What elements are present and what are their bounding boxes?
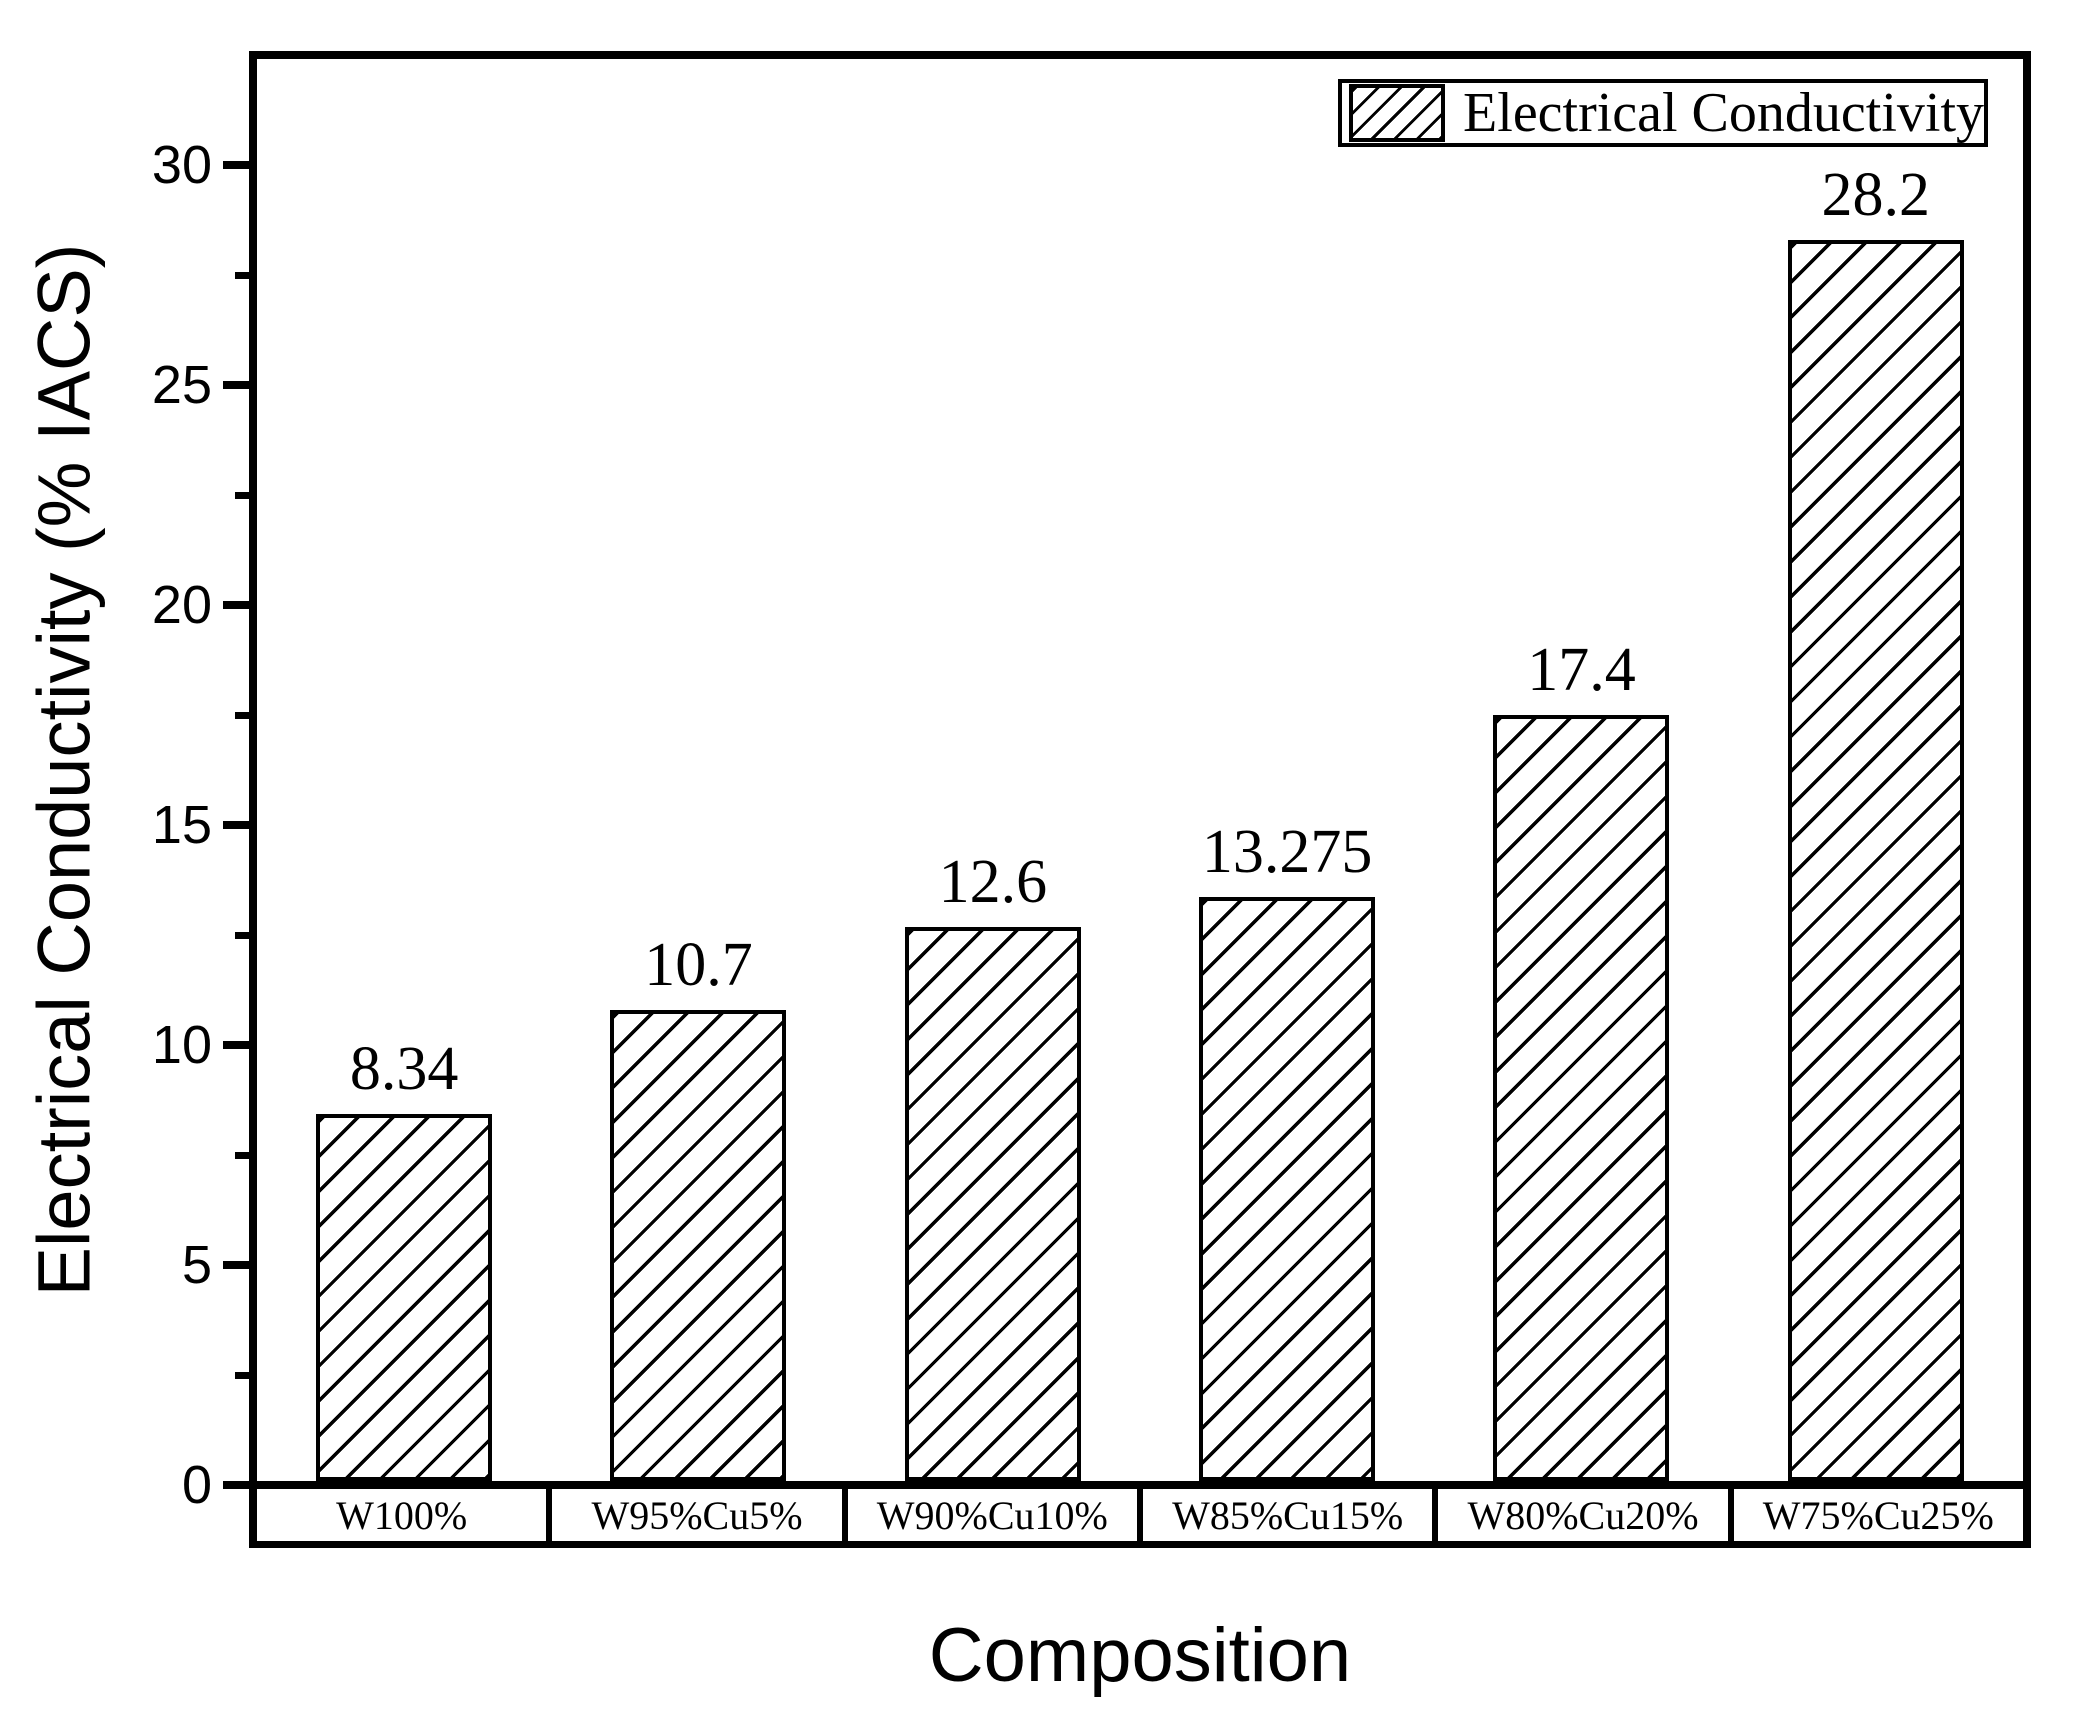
bar-slot: 12.6 [846,59,1140,1481]
bar [1199,897,1376,1481]
bar-slot: 8.34 [257,59,551,1481]
y-major-tick [223,161,249,169]
x-category-label: W95%Cu5% [552,1489,848,1541]
y-axis-title: Electrical Conductivity (% IACS) [22,243,106,1297]
y-minor-tick [235,1151,249,1159]
x-axis-category-row: W100% W95%Cu5% W90%Cu10% W85%Cu15% W80%Cu20%… [249,1489,2031,1548]
y-major-tick [223,1261,249,1269]
y-major-tick [223,1481,249,1489]
plot-area: 8.34 10.7 12.6 13.275 17.4 28.2 [249,51,2031,1489]
bar-value-label: 10.7 [644,931,753,999]
y-minor-tick [235,711,249,719]
y-major-tick [223,821,249,829]
bar-slot: 17.4 [1434,59,1728,1481]
x-category-label: W100% [257,1489,553,1541]
bar-value-label: 12.6 [938,848,1048,916]
bar [610,1010,787,1481]
bar-slot: 10.7 [551,59,845,1481]
bar-value-label: 13.275 [1201,818,1373,886]
bar [1493,715,1670,1481]
y-tick-label: 0 [181,1455,212,1515]
bar-value-label: 8.34 [349,1035,459,1103]
y-minor-tick [235,271,249,279]
bar [904,927,1081,1481]
y-minor-tick [235,931,249,939]
x-axis-title: Composition [928,1613,1352,1698]
bar-slot: 13.275 [1140,59,1434,1481]
x-category-label: W90%Cu10% [848,1489,1143,1541]
bar-value-label: 28.2 [1821,161,1931,229]
bars-row: 8.34 10.7 12.6 13.275 17.4 28.2 [257,59,2023,1481]
y-tick-label: 30 [151,135,212,195]
bar [316,1114,493,1481]
legend-label: Electrical Conductivity [1463,82,1984,144]
legend-hatch-swatch [1349,84,1446,142]
bar-slot: 28.2 [1729,59,2023,1481]
legend: Electrical Conductivity [1338,79,1988,147]
y-minor-tick [235,491,249,499]
x-category-label: W80%Cu20% [1438,1489,1734,1541]
y-minor-tick [235,1371,249,1379]
y-major-tick [223,1041,249,1049]
x-category-label: W85%Cu15% [1143,1489,1439,1541]
bar-value-label: 17.4 [1527,636,1636,704]
y-major-tick [223,381,249,389]
bar [1787,240,1964,1481]
y-major-tick [223,601,249,609]
x-category-label: W75%Cu25% [1762,1492,1994,1538]
